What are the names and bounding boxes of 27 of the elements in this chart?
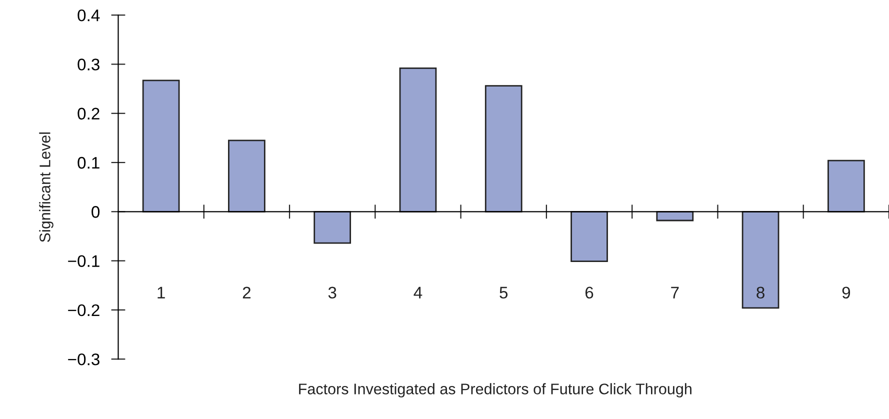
y-axis-title: Significant Level (39, 132, 54, 242)
x-tick-label: 7 (671, 286, 679, 298)
x-tick-label: 8 (756, 286, 764, 299)
y-tick-label: 0.2 (78, 108, 100, 120)
bar (484, 85, 522, 212)
y-tick-label: −0.1 (68, 255, 100, 267)
bar (399, 67, 437, 212)
x-tick-label: 4 (414, 286, 422, 298)
x-tick-label: 6 (585, 286, 594, 299)
x-tick-label: 9 (842, 286, 850, 299)
x-tick-label: 3 (328, 286, 336, 299)
y-tick-label: 0.1 (78, 156, 100, 169)
bar (142, 80, 180, 212)
x-tick-label: 5 (500, 286, 508, 299)
y-tick-label: −0.2 (68, 304, 100, 316)
y-tick-label: 0 (92, 206, 100, 218)
bar (228, 140, 266, 212)
bar (570, 210, 608, 262)
x-tick-label: 2 (242, 286, 250, 298)
bar (742, 210, 780, 309)
x-tick-label: 1 (158, 286, 165, 298)
y-tick-label: 0.3 (78, 58, 100, 70)
bar (828, 160, 865, 212)
bar (314, 210, 352, 244)
y-tick-label: −0.3 (68, 353, 100, 366)
y-tick-label: 0.4 (78, 9, 100, 22)
x-axis-title: Factors Investigated as Predictors of Future Click Through (299, 383, 692, 398)
